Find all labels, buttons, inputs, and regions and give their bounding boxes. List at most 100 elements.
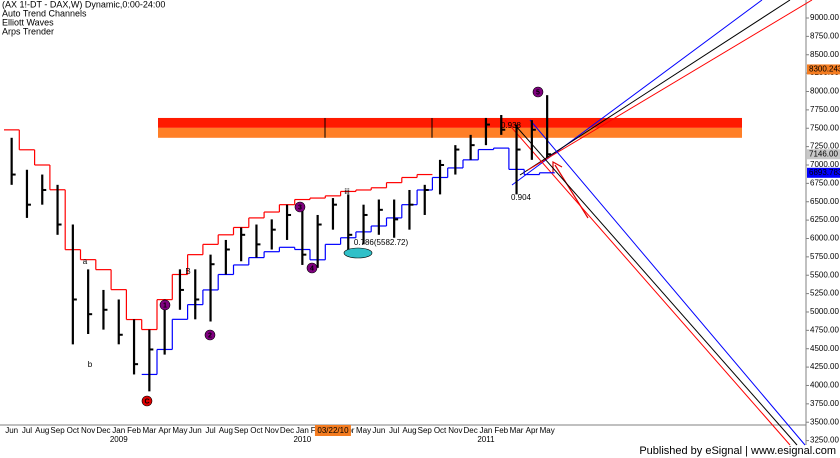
x-tick-label: Jan bbox=[296, 426, 309, 435]
price-flag-label: 6893.7832 bbox=[809, 168, 840, 177]
price-flag-label: 8300.2437 bbox=[809, 65, 840, 74]
y-tick-label: 3750.00 bbox=[810, 399, 839, 408]
y-tick-label: 4250.00 bbox=[810, 362, 839, 371]
y-tick-label: 6000.00 bbox=[810, 234, 839, 243]
y-tick-label: 7500.00 bbox=[810, 123, 839, 132]
wave-label: iii bbox=[344, 187, 350, 196]
x-tick-label: Mar bbox=[142, 426, 156, 435]
x-tick-label: Dec bbox=[280, 426, 294, 435]
y-tick-label: 6500.00 bbox=[810, 197, 839, 206]
x-tick-label: Sep bbox=[418, 426, 433, 435]
y-tick-label: 5000.00 bbox=[810, 307, 839, 316]
arrow-head bbox=[552, 160, 563, 173]
x-tick-label: Jul bbox=[22, 426, 32, 435]
wave-label: 0.938 bbox=[501, 121, 522, 130]
x-tick-label: Nov bbox=[265, 426, 279, 435]
footer: Published by eSignal | www.esignal.com bbox=[639, 445, 836, 457]
y-tick-label: 7250.00 bbox=[810, 142, 839, 151]
x-tick-label: Jul bbox=[389, 426, 399, 435]
wave-marker bbox=[343, 247, 373, 259]
level-zone bbox=[158, 127, 742, 138]
x-tick-label: Sep bbox=[50, 426, 65, 435]
y-tick-label: 4000.00 bbox=[810, 381, 839, 390]
x-tick-label: Apr bbox=[158, 426, 171, 435]
trend-channels bbox=[504, 0, 813, 446]
x-tick-label: Dec bbox=[96, 426, 110, 435]
channel-line bbox=[529, 119, 806, 446]
legend-entry: Elliott Waves bbox=[2, 17, 54, 27]
year-label: 2009 bbox=[110, 435, 128, 444]
arrow-shaft bbox=[554, 164, 589, 219]
y-tick-label: 6250.00 bbox=[810, 215, 839, 224]
price-flag-label: 7146.00 bbox=[809, 149, 838, 158]
y-tick-label: 8000.00 bbox=[810, 87, 839, 96]
channel-line bbox=[514, 124, 798, 446]
channel-line bbox=[504, 119, 791, 446]
x-tick-label: Aug bbox=[219, 426, 233, 435]
x-tick-label: Mar bbox=[510, 426, 524, 435]
wave-label: 3 bbox=[298, 204, 302, 211]
y-tick-label: 5500.00 bbox=[810, 270, 839, 279]
x-tick-label: May bbox=[356, 426, 371, 435]
level-zone bbox=[158, 117, 742, 128]
wave-label: 0.786(5582.72) bbox=[354, 238, 409, 247]
x-tick-label: Jul bbox=[205, 426, 215, 435]
wave-label: B bbox=[185, 267, 190, 276]
y-tick-label: 3250.00 bbox=[810, 436, 839, 445]
x-tick-label: Dec bbox=[464, 426, 478, 435]
year-label: 2011 bbox=[477, 435, 495, 444]
cursor-date: 03/22/10 bbox=[317, 426, 349, 435]
x-tick-label: Feb bbox=[127, 426, 141, 435]
wave-label: 2 bbox=[208, 332, 212, 339]
x-tick-label: May bbox=[172, 426, 187, 435]
y-tick-label: 4750.00 bbox=[810, 325, 839, 334]
channel-line bbox=[527, 0, 813, 171]
x-tick-label: Oct bbox=[250, 426, 263, 435]
price-flag bbox=[807, 64, 840, 75]
channel-line bbox=[519, 0, 791, 176]
legend-entry: Auto Trend Channels bbox=[2, 8, 87, 18]
y-tick-label: 5250.00 bbox=[810, 289, 839, 298]
x-tick-label: Nov bbox=[81, 426, 95, 435]
y-tick-label: 6750.00 bbox=[810, 178, 839, 187]
wave-label: 0.904 bbox=[511, 193, 532, 202]
x-tick-label: Jan bbox=[479, 426, 492, 435]
wave-label: 5 bbox=[536, 89, 540, 96]
chart-title: (AX 1!-DT - DAX,W) Dynamic,0:00-24:00 bbox=[2, 0, 165, 9]
wave-circle bbox=[532, 86, 544, 98]
arrow bbox=[552, 160, 589, 219]
x-tick-label: Sep bbox=[234, 426, 249, 435]
x-tick-label: Jun bbox=[372, 426, 385, 435]
y-tick-label: 9000.00 bbox=[810, 13, 839, 22]
x-tick-label: Aug bbox=[402, 426, 416, 435]
wave-label: b bbox=[88, 360, 93, 369]
y-tick-label: 5750.00 bbox=[810, 252, 839, 261]
price-flag bbox=[807, 167, 840, 178]
wave-label: 4 bbox=[310, 265, 314, 272]
wave-label: C bbox=[144, 398, 149, 405]
y-tick-label: 7000.00 bbox=[810, 160, 839, 169]
wave-circle bbox=[294, 201, 306, 213]
x-tick-label: Oct bbox=[434, 426, 447, 435]
wave-circle bbox=[306, 262, 318, 274]
y-tick-label: 8750.00 bbox=[810, 31, 839, 40]
y-tick-label: 3500.00 bbox=[810, 417, 839, 426]
cursor-date-flag bbox=[314, 425, 351, 436]
x-tick-label: Jun bbox=[5, 426, 18, 435]
x-tick-label: May bbox=[540, 426, 555, 435]
x-tick-label: Oct bbox=[67, 426, 80, 435]
year-label: 2010 bbox=[293, 435, 311, 444]
wave-circle bbox=[159, 299, 171, 311]
y-tick-label: 8500.00 bbox=[810, 50, 839, 59]
y-tick-label: 7750.00 bbox=[810, 105, 839, 114]
wave-circle bbox=[204, 329, 216, 341]
x-tick-label: Jan bbox=[112, 426, 125, 435]
y-tick-label: 4500.00 bbox=[810, 344, 839, 353]
wave-label: 1 bbox=[163, 302, 167, 309]
x-tick-label: Nov bbox=[448, 426, 462, 435]
header: (AX 1!-DT - DAX,W) Dynamic,0:00-24:00 bbox=[2, 0, 165, 9]
x-tick-label: Feb bbox=[494, 426, 508, 435]
legend-entry: Arps Trender bbox=[2, 26, 54, 36]
